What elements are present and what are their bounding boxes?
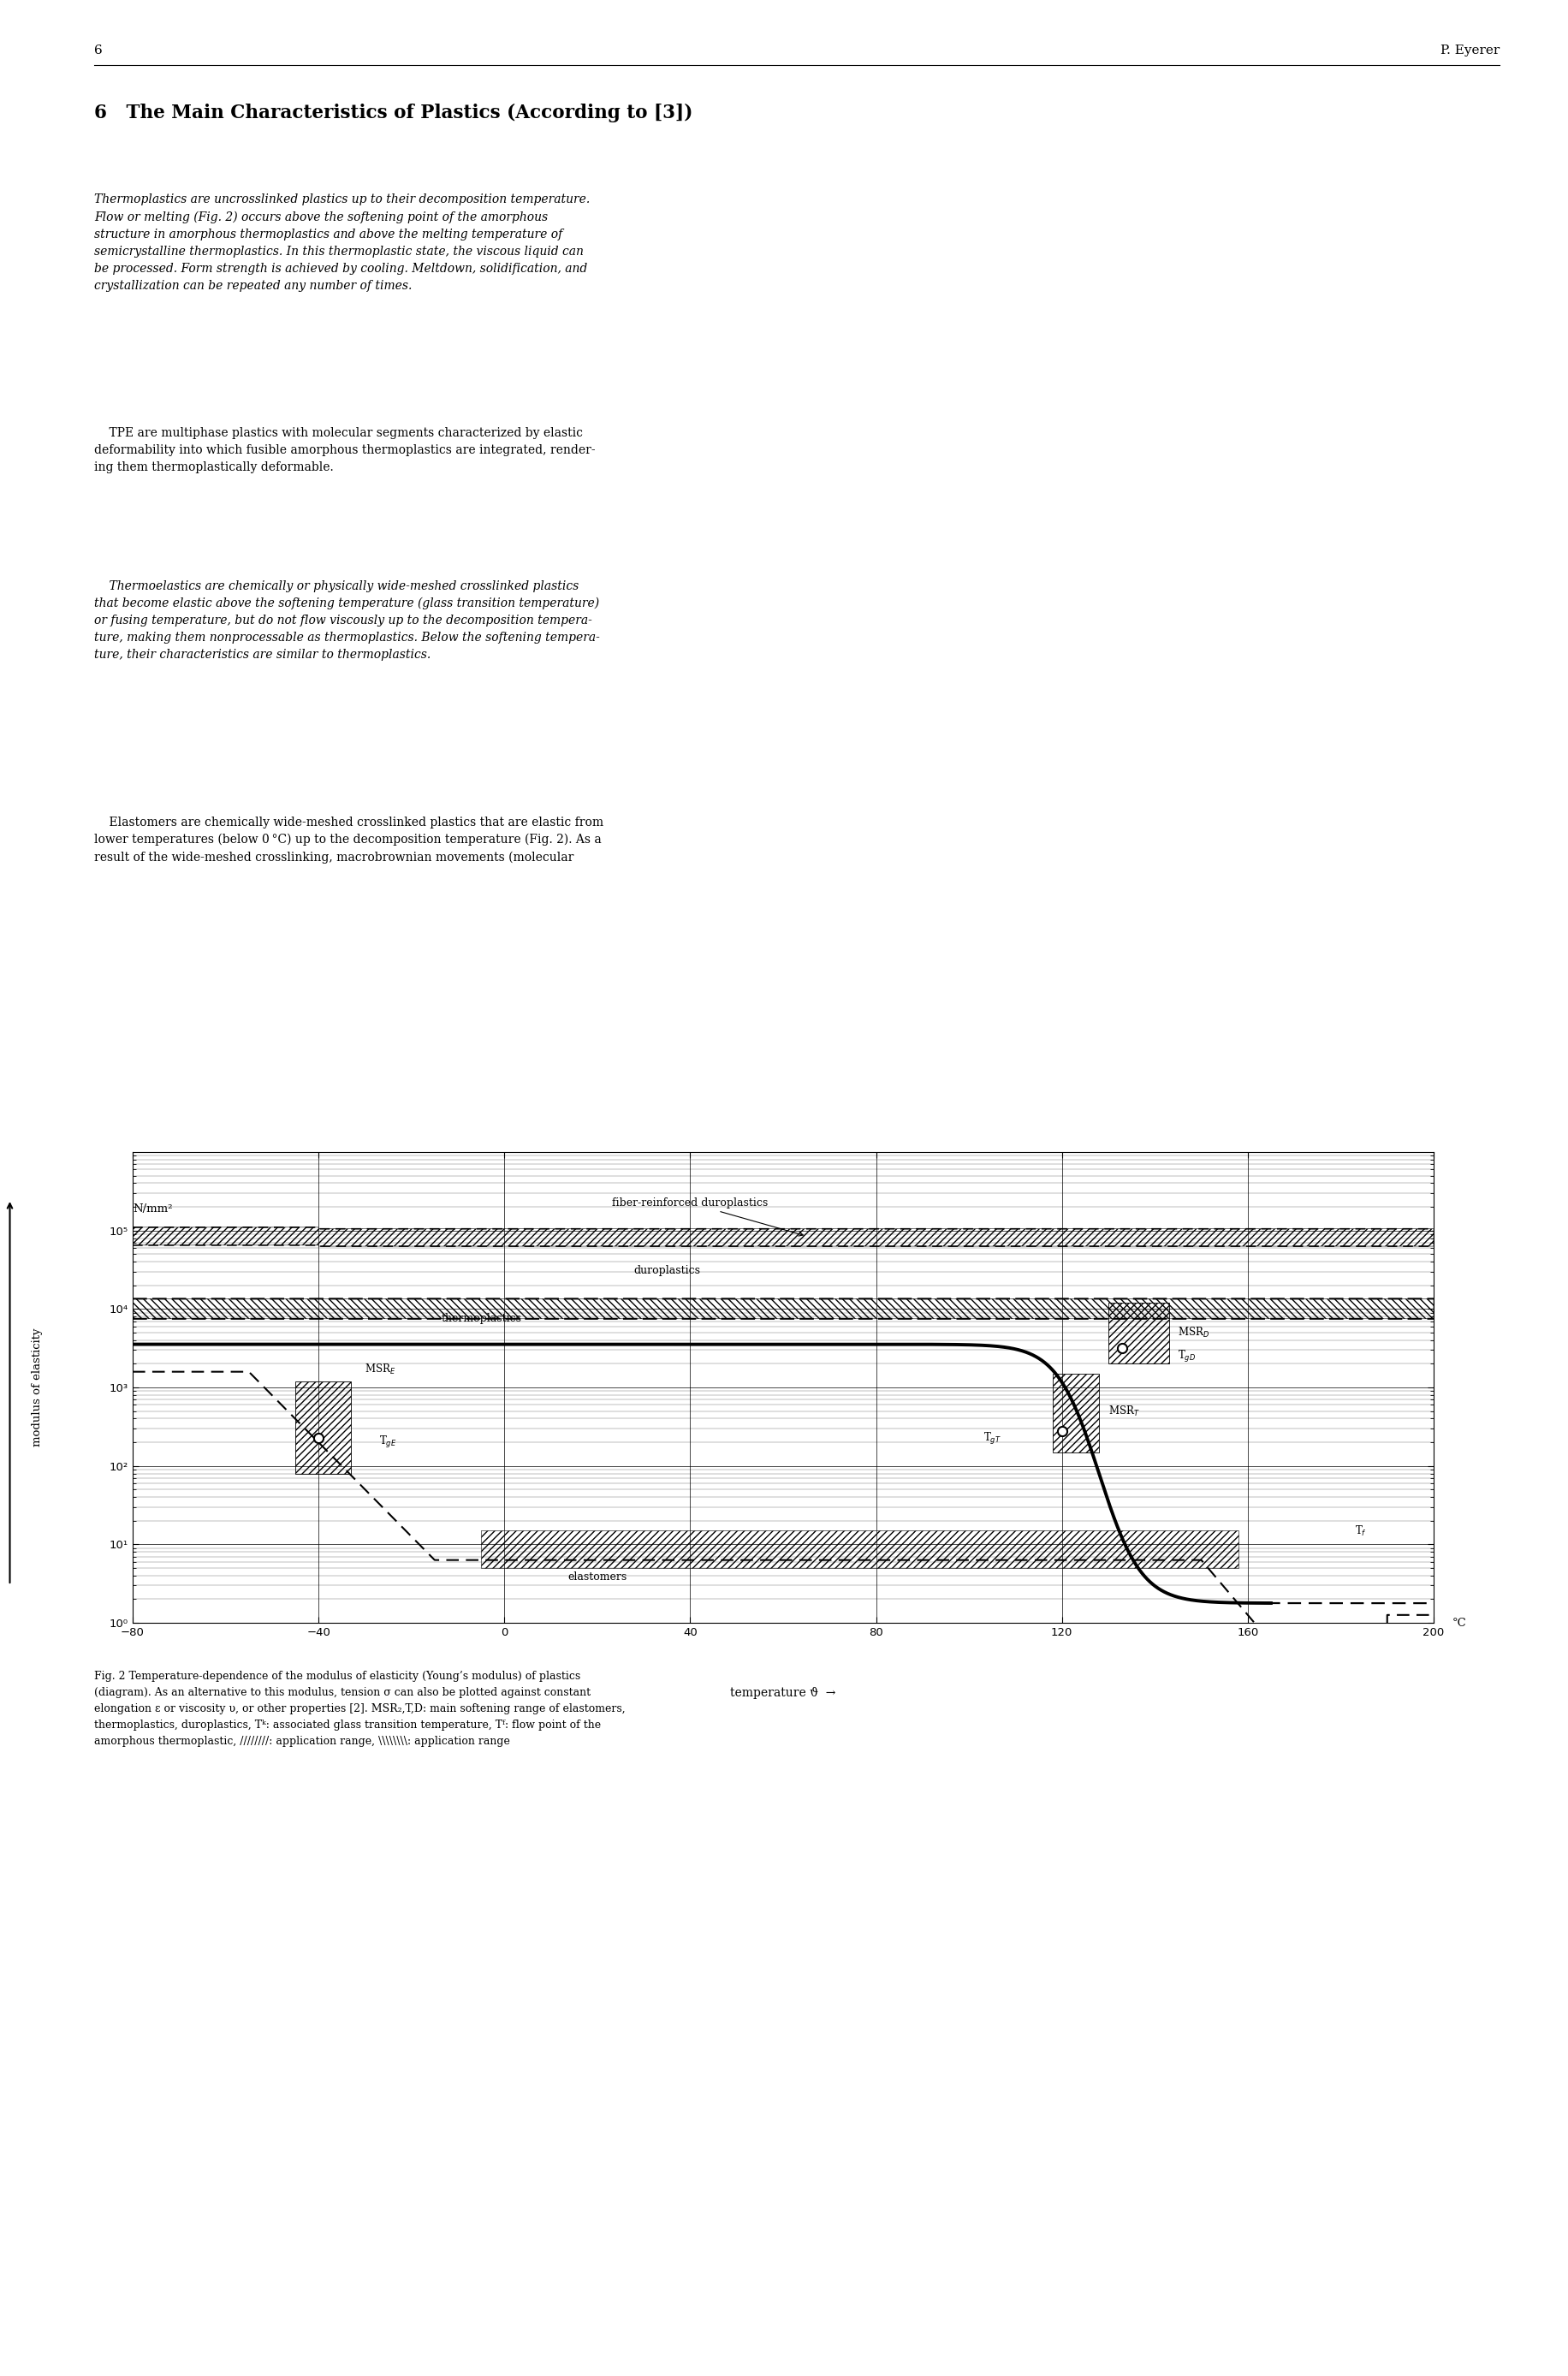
Text: MSR$_T$: MSR$_T$ bbox=[1109, 1404, 1140, 1418]
Text: TPE are multiphase plastics with molecular segments characterized by elastic
def: TPE are multiphase plastics with molecul… bbox=[94, 428, 596, 473]
Text: fiber-reinforced duroplastics: fiber-reinforced duroplastics bbox=[612, 1198, 803, 1236]
Text: MSR$_E$: MSR$_E$ bbox=[365, 1361, 397, 1376]
Text: Thermoelastics are chemically or physically wide-meshed crosslinked plastics
tha: Thermoelastics are chemically or physica… bbox=[94, 580, 601, 661]
Text: T$_{gT}$: T$_{gT}$ bbox=[983, 1430, 1002, 1447]
Text: P. Eyerer: P. Eyerer bbox=[1441, 45, 1499, 57]
Text: Fig. 2 Temperature-dependence of the modulus of elasticity (Young’s modulus) of : Fig. 2 Temperature-dependence of the mod… bbox=[94, 1670, 626, 1746]
Text: T$_{gE}$: T$_{gE}$ bbox=[379, 1435, 397, 1449]
Text: 6: 6 bbox=[94, 45, 102, 57]
Text: 6   The Main Characteristics of Plastics (According to [3]): 6 The Main Characteristics of Plastics (… bbox=[94, 105, 693, 124]
Text: °C: °C bbox=[1452, 1618, 1466, 1628]
Text: thermoplastics: thermoplastics bbox=[441, 1314, 522, 1323]
Text: MSR$_D$: MSR$_D$ bbox=[1178, 1326, 1210, 1340]
Text: elastomers: elastomers bbox=[568, 1573, 627, 1582]
Text: T$_{gD}$: T$_{gD}$ bbox=[1178, 1350, 1196, 1364]
Text: N/mm²: N/mm² bbox=[133, 1202, 172, 1214]
Text: temperature ϑ  →: temperature ϑ → bbox=[731, 1687, 836, 1699]
Text: duroplastics: duroplastics bbox=[633, 1266, 701, 1276]
Text: modulus of elasticity: modulus of elasticity bbox=[31, 1328, 44, 1447]
Text: T$_f$: T$_f$ bbox=[1355, 1525, 1367, 1537]
Text: Thermoplastics are uncrosslinked plastics up to their decomposition temperature.: Thermoplastics are uncrosslinked plastic… bbox=[94, 192, 590, 292]
Text: Elastomers are chemically wide-meshed crosslinked plastics that are elastic from: Elastomers are chemically wide-meshed cr… bbox=[94, 817, 604, 862]
